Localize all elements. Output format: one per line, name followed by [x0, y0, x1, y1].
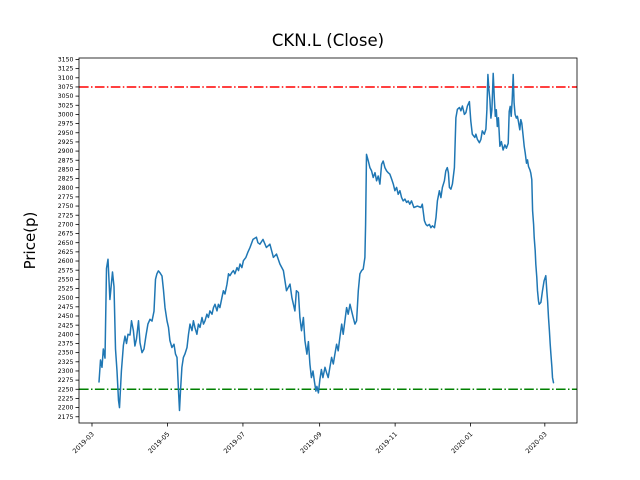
y-tick-label: 2975	[58, 121, 74, 128]
y-tick-label: 2225	[58, 396, 74, 403]
y-tick-label: 2350	[58, 350, 74, 357]
y-tick-label: 2250	[58, 386, 74, 393]
y-tick-label: 2775	[58, 194, 74, 201]
y-tick-label: 2525	[58, 286, 74, 293]
plot-border	[78, 57, 578, 424]
y-tick-label: 2650	[58, 240, 74, 247]
y-tick-label: 3050	[58, 93, 74, 100]
y-tick-label: 2625	[58, 249, 74, 256]
y-tick-label: 2300	[58, 368, 74, 375]
y-tick-label: 2725	[58, 212, 74, 219]
y-tick-label: 2800	[58, 185, 74, 192]
y-tick-label: 2550	[58, 276, 74, 283]
y-tick-label: 2675	[58, 231, 74, 238]
y-tick-label: 2600	[58, 258, 74, 265]
y-tick-label: 2575	[58, 267, 74, 274]
y-tick-label: 3025	[58, 102, 74, 109]
y-tick-label: 2325	[58, 359, 74, 366]
y-tick-label: 2700	[58, 221, 74, 228]
y-tick-label: 3075	[58, 84, 74, 91]
y-tick-label: 2500	[58, 295, 74, 302]
y-tick-label: 2750	[58, 203, 74, 210]
y-tick-label: 2900	[58, 148, 74, 155]
y-tick-label: 2375	[58, 341, 74, 348]
close-price-line	[98, 72, 555, 412]
y-tick-label: 2275	[58, 377, 74, 384]
y-tick-label: 3000	[58, 112, 74, 119]
y-tick-label: 2475	[58, 304, 74, 311]
y-tick-label: 2925	[58, 139, 74, 146]
y-tick-label: 3100	[58, 75, 74, 82]
y-tick-label: 2950	[58, 130, 74, 137]
y-tick-label: 2425	[58, 322, 74, 329]
y-axis-label: Price(p)	[21, 212, 39, 270]
y-tick-label: 2875	[58, 157, 74, 164]
y-tick-label: 2850	[58, 167, 74, 174]
y-tick-label: 2200	[58, 405, 74, 412]
chart-title: CKN.L (Close)	[272, 31, 384, 50]
y-tick-label: 3150	[58, 57, 74, 64]
y-tick-label: 2825	[58, 176, 74, 183]
y-tick-label: 2400	[58, 331, 74, 338]
y-tick-label: 2175	[58, 414, 74, 421]
y-axis-ticks: 2175 2200 2225 2250 2275 2300 2325 2350 2375 2400…	[58, 57, 79, 421]
y-tick-label: 2450	[58, 313, 74, 320]
y-tick-label: 3125	[58, 66, 74, 73]
